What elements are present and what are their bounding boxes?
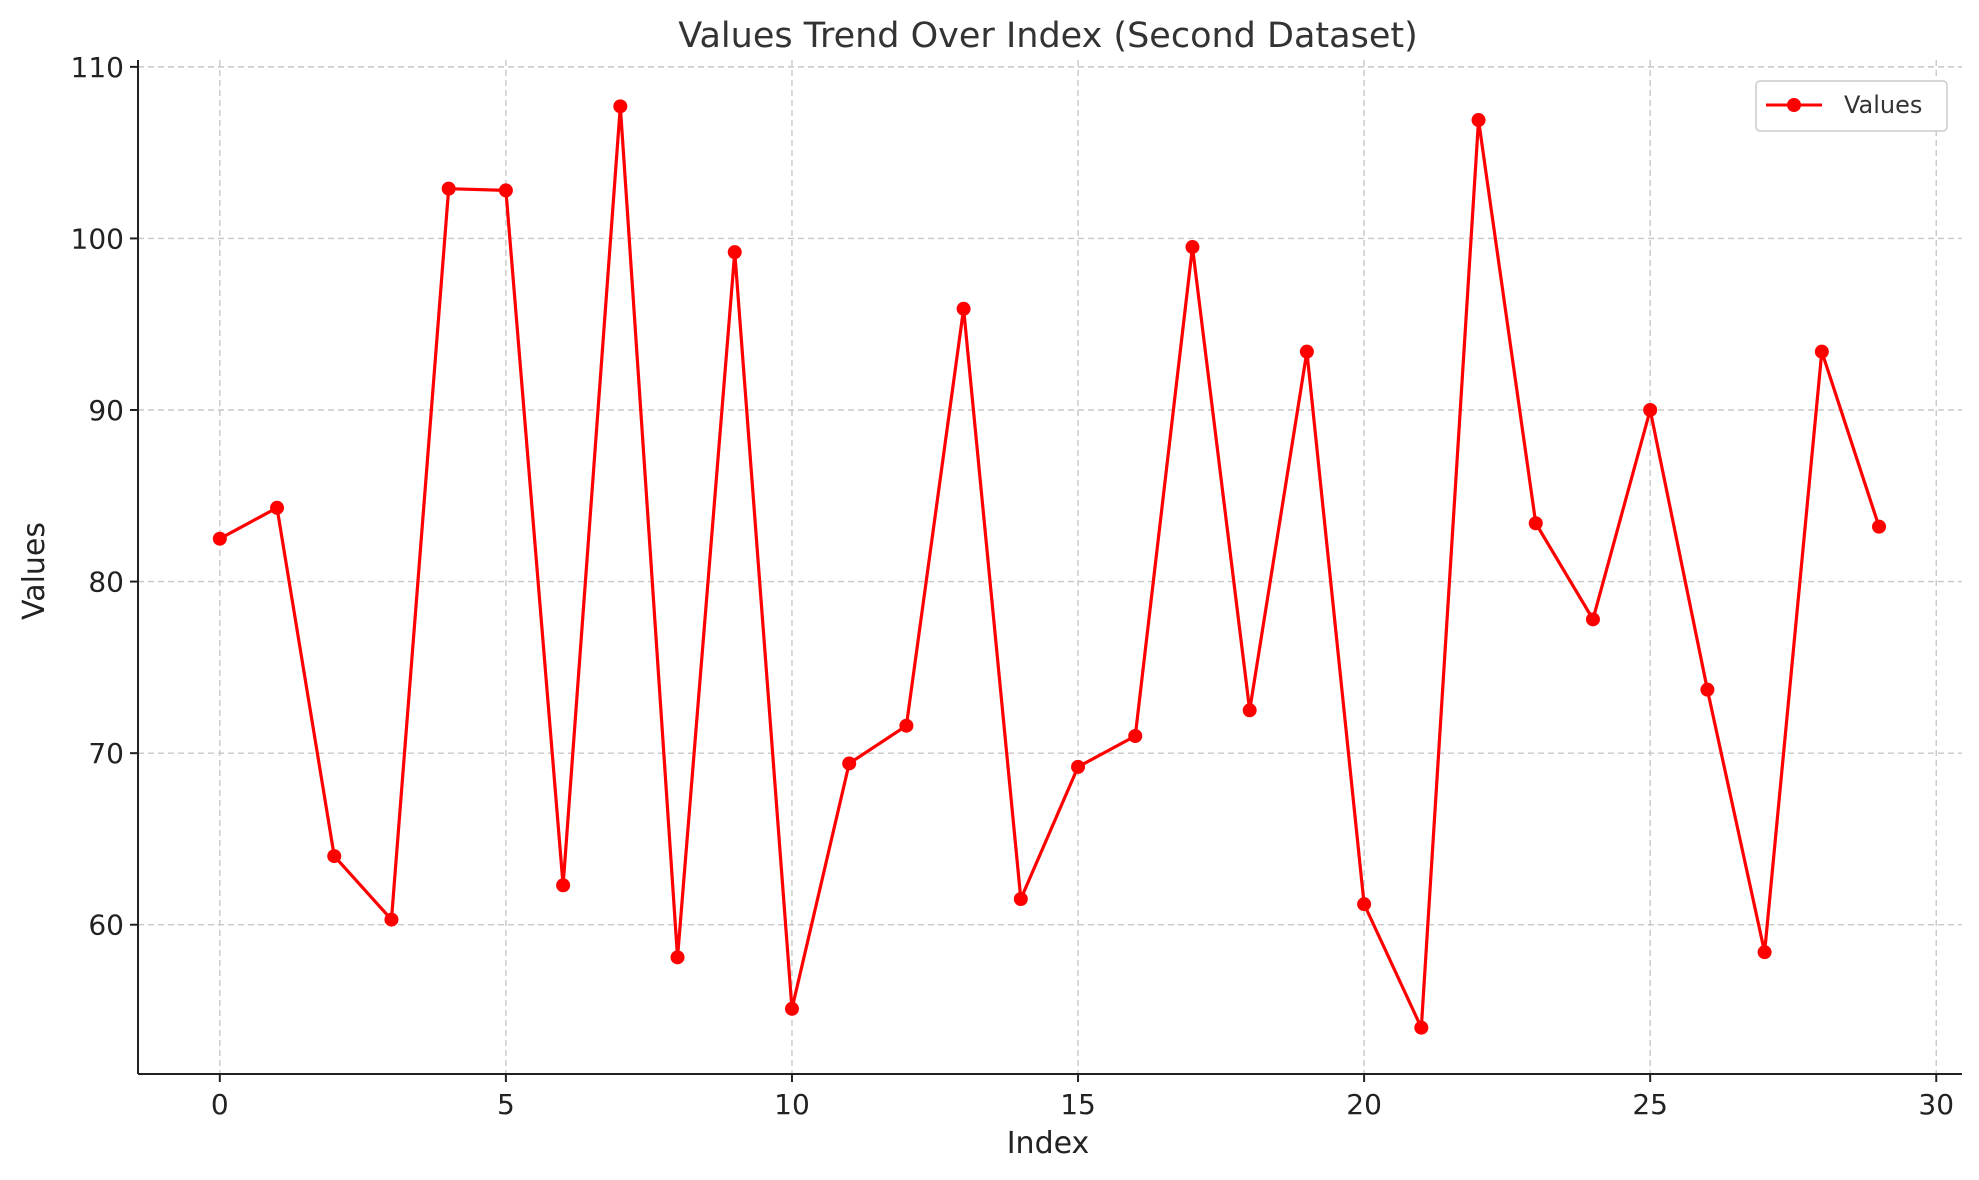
y-tick-label: 100 (71, 222, 124, 255)
data-point (670, 950, 685, 965)
data-point (1242, 703, 1257, 718)
data-point (1299, 344, 1314, 359)
tick-labels: 0 5 10 15 20 25 30 60 70 80 90 100 110 (71, 51, 1955, 1121)
x-tick-label: 15 (1060, 1088, 1096, 1121)
data-point (1872, 519, 1887, 534)
x-axis-label: Index (1007, 1126, 1090, 1161)
data-point (384, 912, 399, 927)
data-point (899, 718, 914, 733)
data-point (556, 878, 571, 893)
y-tick-label: 60 (88, 909, 124, 942)
x-tick-label: 25 (1632, 1088, 1668, 1121)
y-tick-label: 80 (88, 566, 124, 599)
legend: Values (1755, 80, 1948, 132)
grid-lines (138, 60, 1962, 1074)
data-point (441, 181, 456, 196)
data-point (1471, 113, 1486, 128)
data-point (1013, 891, 1028, 906)
data-point (842, 756, 857, 771)
data-point (1071, 759, 1086, 774)
data-point (727, 245, 742, 260)
y-tick-label: 90 (88, 394, 124, 427)
legend-frame (1755, 80, 1948, 132)
data-point (212, 531, 227, 546)
data-point (1643, 403, 1658, 418)
data-point (956, 301, 971, 316)
data-point (1585, 612, 1600, 627)
data-point (1700, 682, 1715, 697)
data-point (1357, 897, 1372, 912)
y-tick-label: 110 (71, 51, 124, 84)
data-point (784, 1001, 799, 1016)
x-tick-label: 5 (497, 1088, 515, 1121)
y-axis-label: Values (17, 522, 52, 620)
y-tick-label: 70 (88, 737, 124, 770)
legend-marker (1787, 98, 1801, 112)
x-tick-label: 30 (1918, 1088, 1954, 1121)
chart-title: Values Trend Over Index (Second Dataset) (678, 16, 1417, 56)
data-point (613, 99, 628, 114)
data-point (327, 849, 342, 864)
data-point (270, 500, 285, 515)
data-point (1414, 1020, 1429, 1035)
data-point (1128, 729, 1143, 743)
x-tick-label: 0 (211, 1088, 229, 1121)
x-tick-label: 20 (1346, 1088, 1382, 1121)
data-point (1528, 516, 1543, 531)
data-point (1757, 945, 1772, 960)
series-layer (212, 99, 1887, 1035)
series-values (212, 99, 1887, 1035)
data-point (1814, 344, 1829, 359)
data-point (1185, 240, 1200, 255)
data-point (498, 183, 513, 198)
axes (137, 60, 1962, 1075)
series-line (219, 104, 1881, 1030)
x-tick-label: 10 (774, 1088, 810, 1121)
legend-label: Values (1844, 91, 1922, 119)
